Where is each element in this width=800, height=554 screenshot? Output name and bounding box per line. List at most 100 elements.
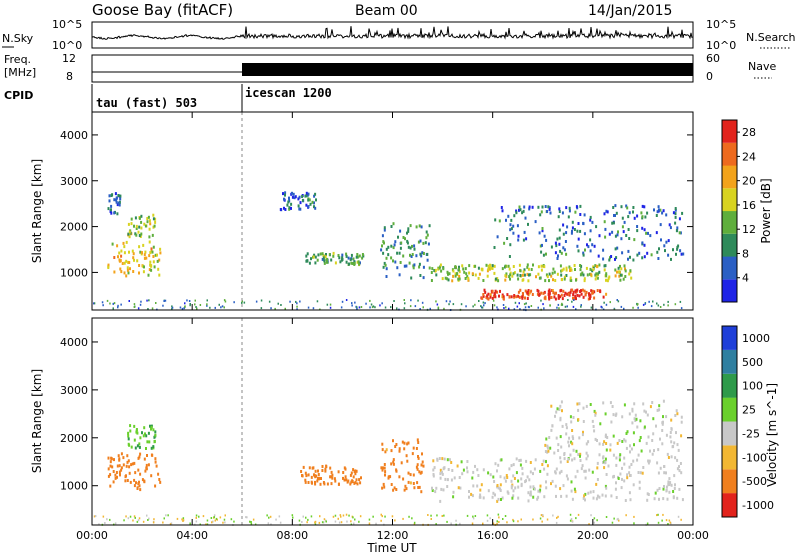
ground-scatter-cell [189, 522, 191, 525]
echo-cell [447, 278, 450, 282]
ground-scatter-cell [472, 515, 474, 518]
echo-cell [521, 472, 524, 476]
echo-cell [645, 231, 648, 235]
echo-cell [146, 217, 149, 220]
echo-cell [152, 255, 155, 258]
ground-scatter-cell [329, 303, 332, 306]
ground-scatter-cell [182, 519, 185, 522]
ground-scatter-cell [250, 523, 253, 525]
echo-cell [523, 230, 526, 234]
echo-cell [151, 233, 154, 237]
echo-cell [627, 215, 630, 219]
echo-cell [587, 491, 590, 495]
echo-cell [148, 268, 151, 272]
echo-cell [623, 479, 626, 483]
echo-cell [341, 257, 344, 261]
echo-cell [592, 496, 595, 500]
echo-cell [547, 205, 550, 209]
echo-cell [597, 254, 600, 258]
echo-cell [453, 476, 456, 480]
echo-cell [646, 492, 649, 496]
echo-cell [350, 261, 353, 265]
echo-cell [639, 471, 642, 475]
ground-scatter-cell [564, 305, 567, 308]
echo-cell [522, 238, 525, 242]
ground-scatter-cell [296, 308, 298, 311]
echo-cell [300, 470, 303, 473]
echo-cell [418, 470, 421, 474]
ground-scatter-cell [674, 303, 677, 306]
ground-scatter-cell [546, 518, 549, 521]
echo-cell [595, 272, 598, 276]
echo-cell [432, 459, 435, 463]
echo-cell [579, 264, 582, 267]
echo-cell [645, 410, 647, 414]
echo-cell [518, 208, 520, 212]
echo-cell [598, 453, 601, 457]
echo-cell [521, 211, 524, 215]
echo-cell [399, 229, 402, 233]
echo-cell [533, 467, 536, 471]
echo-cell [676, 247, 679, 251]
echo-cell [646, 251, 649, 255]
echo-cell [652, 417, 655, 421]
echo-cell [493, 480, 496, 483]
echo-cell [658, 497, 660, 501]
echo-cell [491, 495, 494, 499]
ground-scatter-cell [516, 305, 519, 308]
x-tick-label: 04:00 [176, 529, 208, 542]
echo-cell [147, 273, 150, 277]
echo-cell [399, 261, 402, 264]
ground-scatter-cell [541, 520, 543, 523]
echo-cell [519, 274, 522, 277]
echo-cell [553, 292, 556, 296]
echo-cell [666, 497, 669, 501]
velocity-y-axis-label: Slant Range [km] [30, 369, 44, 473]
echo-cell [523, 268, 526, 272]
echo-cell [565, 423, 568, 427]
echo-cell [565, 432, 568, 436]
echo-cell [575, 205, 578, 209]
ground-scatter-cell [206, 519, 209, 522]
echo-cell [509, 277, 511, 281]
echo-cell [312, 255, 315, 259]
ground-scatter-cell [483, 304, 485, 307]
echo-cell [306, 252, 309, 256]
echo-cell [605, 274, 608, 278]
echo-cell [412, 482, 415, 485]
echo-cell [124, 479, 127, 483]
echo-cell [628, 237, 631, 240]
ground-scatter-cell [657, 513, 659, 516]
echo-cell [380, 466, 383, 470]
echo-cell [301, 195, 304, 198]
echo-cell [109, 484, 112, 488]
echo-cell [398, 447, 401, 451]
ground-scatter-cell [667, 304, 669, 307]
echo-cell [400, 461, 403, 465]
ground-scatter-cell [616, 299, 618, 301]
beam-title: Beam 00 [355, 3, 418, 19]
echo-cell [108, 199, 111, 203]
ground-scatter-cell [164, 299, 167, 302]
echo-cell [322, 481, 325, 484]
echo-cell [538, 276, 541, 280]
echo-cell [556, 237, 559, 241]
ground-scatter-cell [210, 517, 213, 519]
echo-cell [457, 277, 460, 281]
echo-cell [612, 221, 615, 225]
ground-scatter-cell [275, 518, 277, 521]
echo-cell [356, 253, 359, 256]
echo-cell [573, 457, 576, 461]
echo-cell [148, 235, 151, 239]
echo-cell [558, 242, 561, 246]
echo-cell [496, 499, 499, 503]
echo-cell [526, 272, 529, 276]
echo-cell [588, 293, 591, 297]
echo-cell [575, 297, 577, 301]
ground-scatter-cell [162, 521, 164, 524]
echo-cell [669, 226, 672, 230]
echo-cell [563, 294, 566, 297]
echo-cell [468, 490, 470, 493]
